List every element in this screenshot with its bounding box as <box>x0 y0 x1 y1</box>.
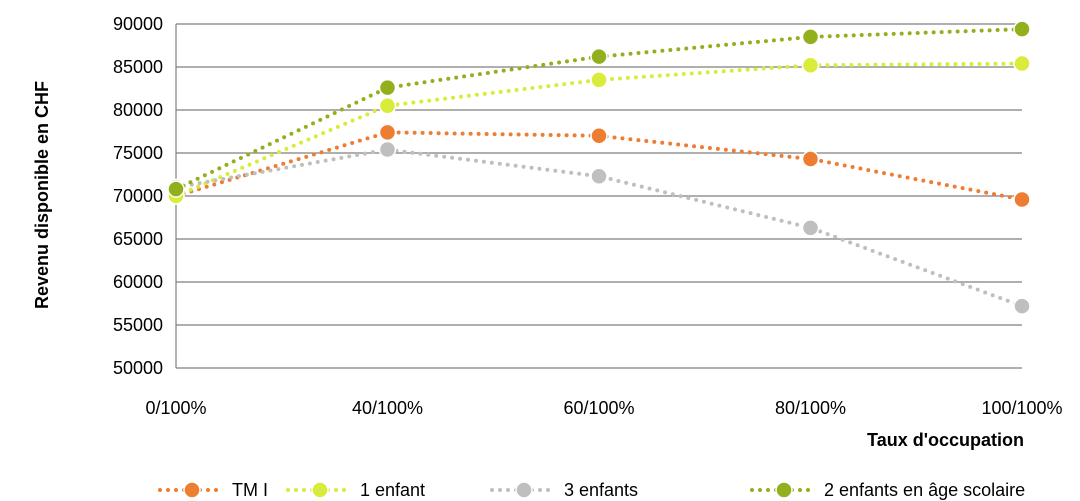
legend-item: 3 enfants <box>490 480 638 500</box>
legend-swatch-marker <box>183 481 201 499</box>
data-point <box>1013 190 1031 209</box>
legend-label: TM I <box>232 480 268 500</box>
data-point <box>801 150 820 168</box>
legend-item: 2 enfants en âge scolaire <box>750 480 1025 500</box>
data-point <box>590 47 608 66</box>
data-point <box>590 167 608 185</box>
data-point <box>1013 297 1031 315</box>
data-point <box>801 56 820 75</box>
series-line <box>174 61 1024 198</box>
y-tick-label: 70000 <box>113 186 163 206</box>
x-tick-label: 0/100% <box>145 398 206 418</box>
legend-label: 2 enfants en âge scolaire <box>824 480 1025 500</box>
series-line <box>174 147 1024 309</box>
data-point <box>590 71 608 89</box>
x-tick-label: 40/100% <box>352 398 423 418</box>
y-axis-ticks: 50000 55000 60000 65000 70000 75000 80000 85000… <box>113 14 163 378</box>
legend-item: TM I <box>158 480 268 500</box>
y-tick-label: 50000 <box>113 358 163 378</box>
data-point <box>167 180 185 198</box>
series-0 <box>167 123 1031 209</box>
data-point <box>1013 54 1031 73</box>
x-tick-label: 60/100% <box>563 398 634 418</box>
y-axis-title: Revenu disponible en CHF <box>32 81 52 309</box>
y-tick-label: 80000 <box>113 100 163 120</box>
legend-swatch-marker <box>515 481 533 499</box>
data-point <box>378 123 397 142</box>
x-axis-title: Taux d'occupation <box>867 430 1024 450</box>
legend-swatch-marker <box>311 481 329 499</box>
legend-item: 1 enfant <box>286 480 425 500</box>
legend: TM I 1 enfant 3 enfants 2 enfants en âge sc… <box>158 480 1025 500</box>
data-point <box>378 96 397 115</box>
series-layer <box>167 20 1031 315</box>
data-point <box>801 219 820 237</box>
legend-label: 1 enfant <box>360 480 425 500</box>
grid-lines <box>175 23 1022 369</box>
y-tick-label: 75000 <box>113 143 163 163</box>
data-point <box>1013 20 1031 38</box>
y-tick-label: 90000 <box>113 14 163 34</box>
y-tick-label: 60000 <box>113 272 163 292</box>
x-axis-ticks: 0/100% 40/100% 60/100% 80/100% 100/100% <box>145 398 1062 418</box>
data-point <box>801 28 820 46</box>
series-2 <box>167 140 1031 315</box>
y-tick-label: 85000 <box>113 57 163 77</box>
y-tick-label: 55000 <box>113 315 163 335</box>
legend-swatch-marker <box>775 481 793 499</box>
x-tick-label: 80/100% <box>775 398 846 418</box>
series-3 <box>167 20 1031 198</box>
x-tick-label: 100/100% <box>981 398 1062 418</box>
y-tick-label: 65000 <box>113 229 163 249</box>
legend-label: 3 enfants <box>564 480 638 500</box>
data-point <box>378 78 397 97</box>
data-point <box>590 127 608 145</box>
data-point <box>378 140 397 159</box>
